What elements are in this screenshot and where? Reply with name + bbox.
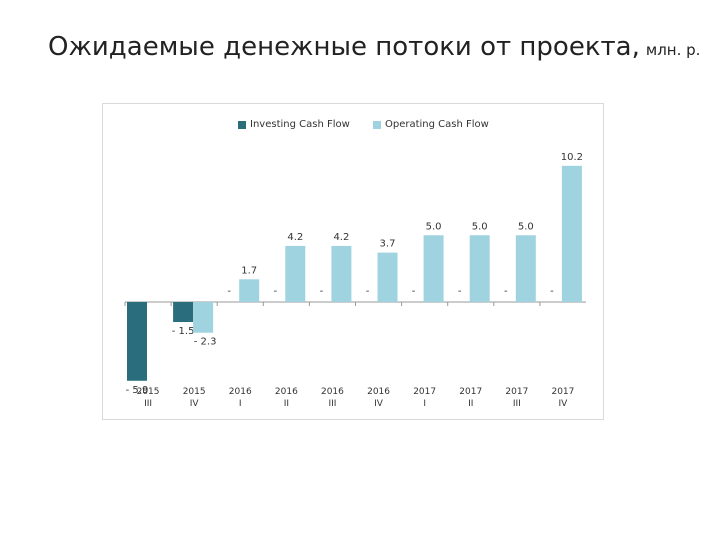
operating-bar-6 xyxy=(423,235,444,302)
x-tick-label-quarter: III xyxy=(328,399,336,409)
x-tick-label-year: 2016 xyxy=(367,387,390,397)
investing-label-5: - xyxy=(366,286,370,297)
operating-label-6: 5.0 xyxy=(426,221,442,232)
legend-swatch-operating xyxy=(373,120,381,129)
x-tick-label-year: 2016 xyxy=(275,387,298,397)
operating-bar-8 xyxy=(515,235,536,302)
investing-label-1: - 1.5 xyxy=(172,326,195,337)
x-tick-label-year: 2017 xyxy=(551,387,574,397)
title-main: Ожидаемые денежные потоки от проекта, xyxy=(48,32,640,62)
operating-label-5: 3.7 xyxy=(380,239,396,250)
x-tick-label-quarter: III xyxy=(144,399,152,409)
x-tick-label-quarter: IV xyxy=(190,399,200,409)
legend-swatch-investing xyxy=(238,120,246,129)
investing-bar-0 xyxy=(127,302,147,381)
operating-label-8: 5.0 xyxy=(518,221,534,232)
operating-bar-5 xyxy=(377,252,398,302)
investing-label-8: - xyxy=(504,286,508,297)
x-tick-label-quarter: I xyxy=(239,399,242,409)
title-unit: млн. р. xyxy=(645,41,701,59)
operating-label-7: 5.0 xyxy=(472,221,488,232)
legend-item-operating: Operating Cash Flow xyxy=(373,119,489,130)
x-tick-label-year: 2015 xyxy=(183,387,206,397)
investing-bar-1 xyxy=(173,302,194,323)
operating-label-3: 4.2 xyxy=(287,232,303,243)
investing-label-0: - 5.9 xyxy=(126,385,149,396)
x-tick-label-year: 2017 xyxy=(459,387,482,397)
operating-bar-2 xyxy=(239,279,260,302)
investing-label-4: - xyxy=(320,286,324,297)
investing-label-3: - xyxy=(273,286,277,297)
legend-item-investing: Investing Cash Flow xyxy=(238,119,350,130)
investing-label-2: - xyxy=(227,286,231,297)
x-tick-label-year: 2016 xyxy=(321,387,344,397)
x-tick-label-year: 2016 xyxy=(229,387,252,397)
x-tick-label-quarter: IV xyxy=(374,399,384,409)
investing-label-6: - xyxy=(412,286,416,297)
x-tick-label-year: 2017 xyxy=(505,387,528,397)
x-tick-label-quarter: II xyxy=(284,399,289,409)
x-tick-label-quarter: III xyxy=(513,399,521,409)
legend-label-investing: Investing Cash Flow xyxy=(250,119,350,130)
investing-label-9: - xyxy=(550,286,554,297)
operating-label-2: 1.7 xyxy=(241,265,257,276)
x-tick-label-quarter: II xyxy=(468,399,473,409)
x-tick-label-year: 2015 xyxy=(137,387,160,397)
operating-label-4: 4.2 xyxy=(333,232,349,243)
page-title: Ожидаемые денежные потоки от проекта, млн… xyxy=(48,32,700,62)
operating-bar-3 xyxy=(285,245,306,302)
operating-bar-1 xyxy=(193,302,214,333)
operating-bar-7 xyxy=(469,235,490,302)
operating-bar-9 xyxy=(561,165,582,302)
operating-label-1: - 2.3 xyxy=(194,337,217,348)
x-tick-label-quarter: I xyxy=(423,399,426,409)
legend-label-operating: Operating Cash Flow xyxy=(385,119,489,130)
operating-label-9: 10.2 xyxy=(561,152,583,163)
operating-bar-4 xyxy=(331,245,352,302)
x-tick-label-quarter: IV xyxy=(559,399,569,409)
x-tick-label-year: 2017 xyxy=(413,387,436,397)
investing-label-7: - xyxy=(458,286,462,297)
